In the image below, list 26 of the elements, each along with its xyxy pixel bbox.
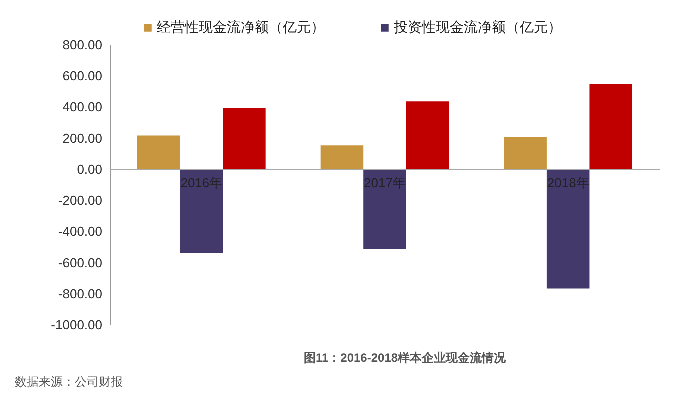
x-tick-label: 2017年 xyxy=(364,175,406,190)
y-tick-label: -200.00 xyxy=(58,193,102,208)
legend-label: 投资性现金流净额（亿元） xyxy=(393,19,562,35)
bar xyxy=(320,146,364,170)
y-tick-label: -800.00 xyxy=(58,286,102,302)
x-tick-label: 2018年 xyxy=(547,175,590,190)
bar xyxy=(180,169,224,254)
y-tick-label: -600.00 xyxy=(58,255,102,270)
y-tick-label: 200.00 xyxy=(62,130,102,146)
bar xyxy=(546,169,590,289)
y-tick-label: -1000.00 xyxy=(51,318,102,332)
source-note: 数据来源：公司财报 xyxy=(15,375,123,389)
y-tick-label: 600.00 xyxy=(62,68,102,84)
text: 图11：2016-2018样本企业现金流情况 xyxy=(304,351,508,365)
bar xyxy=(223,108,266,170)
bar xyxy=(406,102,450,170)
bar xyxy=(504,137,547,170)
bar xyxy=(590,84,632,170)
legend-label: 经营性现金流净额（亿元） xyxy=(157,19,325,35)
y-tick-label: -400.00 xyxy=(58,224,102,240)
y-tick-label: 0.00 xyxy=(77,162,102,177)
bar xyxy=(364,169,406,250)
y-tick-label: 800.00 xyxy=(62,38,102,52)
bar xyxy=(138,136,180,170)
x-tick-label: 2016年 xyxy=(180,175,223,190)
y-tick-label: 400.00 xyxy=(62,100,102,115)
